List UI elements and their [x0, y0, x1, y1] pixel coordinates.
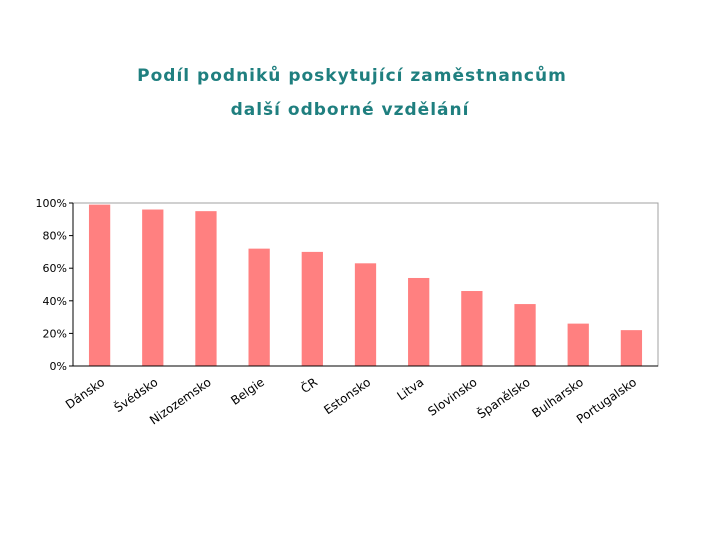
chart-title-line-1: Podíl podniků poskytující zaměstnancům	[137, 66, 567, 86]
bar	[620, 330, 643, 366]
y-axis: 0% 20% 40% 60% 80% 100%	[36, 197, 74, 373]
y-tick-label: 60%	[43, 262, 67, 275]
y-tick-label: 40%	[43, 295, 67, 308]
y-tick-label: 0%	[50, 360, 67, 373]
chart-title-line-2: další odborné vzdělání	[230, 100, 470, 120]
x-category-label: ČR	[298, 374, 320, 396]
x-category-label: Dánsko	[63, 375, 107, 412]
y-tick-label: 100%	[36, 197, 67, 210]
bar	[354, 263, 377, 366]
x-category-label: Litva	[394, 375, 426, 403]
y-tick-label: 80%	[43, 230, 67, 243]
bar	[301, 251, 323, 366]
bar	[514, 304, 536, 366]
x-category-label: Slovinsko	[425, 375, 479, 419]
bar	[142, 209, 164, 366]
bar	[408, 277, 430, 366]
bar	[567, 323, 589, 366]
bars	[88, 204, 643, 366]
x-category-label: Španělsko	[474, 374, 533, 421]
x-category-label: Belgie	[228, 375, 267, 408]
x-category-label: Portugalsko	[574, 375, 639, 427]
x-category-label: Estonsko	[321, 375, 373, 417]
bar	[88, 204, 111, 366]
y-tick-label: 20%	[43, 327, 67, 340]
x-category-label: Švédsko	[111, 374, 160, 415]
bar	[248, 248, 270, 366]
bar	[195, 211, 217, 366]
bar	[461, 291, 483, 366]
